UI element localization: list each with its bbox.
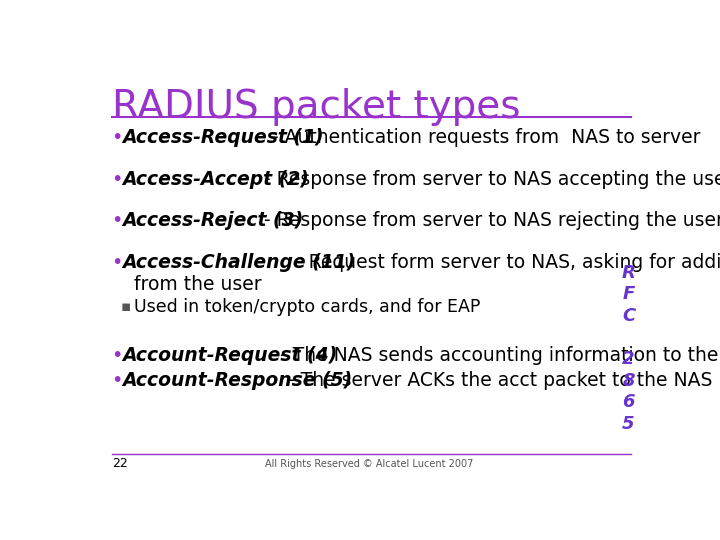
Text: Access-Reject (3): Access-Reject (3) (122, 211, 304, 230)
Text: Account-Request (4): Account-Request (4) (122, 346, 338, 366)
Text: Account-Response (5): Account-Response (5) (122, 372, 353, 390)
Text: - The NAS sends accounting information to the server: - The NAS sends accounting information t… (274, 346, 720, 366)
Text: Used in token/crypto cards, and for EAP: Used in token/crypto cards, and for EAP (133, 298, 480, 316)
Text: - Request form server to NAS, asking for additional info: - Request form server to NAS, asking for… (290, 253, 720, 272)
Text: 6: 6 (622, 394, 635, 411)
Text: •: • (111, 253, 122, 272)
Text: 22: 22 (112, 457, 128, 470)
Text: F: F (622, 285, 634, 303)
Text: - Response from server to NAS rejecting the user session: - Response from server to NAS rejecting … (258, 211, 720, 230)
Text: 8: 8 (622, 372, 635, 390)
Text: Access-Challenge (11): Access-Challenge (11) (122, 253, 356, 272)
Text: •: • (111, 346, 122, 366)
Text: •: • (111, 211, 122, 230)
Text: 2: 2 (622, 350, 635, 368)
Text: - Response from server to NAS accepting the user session: - Response from server to NAS accepting … (258, 170, 720, 188)
Text: C: C (622, 307, 635, 325)
Text: All Rights Reserved © Alcatel Lucent 2007: All Rights Reserved © Alcatel Lucent 200… (265, 459, 473, 469)
Text: ▪: ▪ (121, 299, 131, 314)
Text: R: R (621, 264, 636, 282)
Text: RADIUS packet types: RADIUS packet types (112, 87, 521, 126)
Text: •: • (111, 128, 122, 147)
Text: Access-Request (1): Access-Request (1) (122, 128, 324, 147)
Text: •: • (111, 372, 122, 390)
Text: •: • (111, 170, 122, 188)
Text: - The server ACKs the acct packet to the NAS: - The server ACKs the acct packet to the… (282, 372, 713, 390)
Text: - Authentication requests from  NAS to server: - Authentication requests from NAS to se… (266, 128, 701, 147)
Text: 5: 5 (622, 415, 635, 433)
Text: from the user: from the user (122, 275, 262, 294)
Text: Access-Accept (2): Access-Accept (2) (122, 170, 309, 188)
